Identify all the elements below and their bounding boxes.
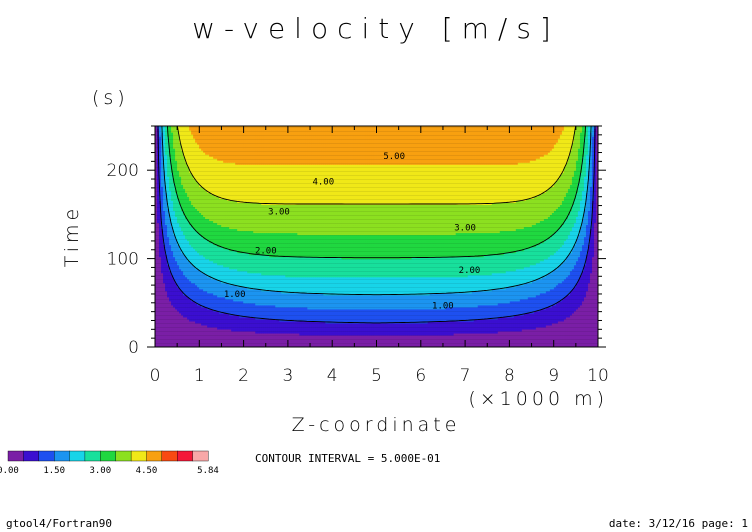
chart-title: w-velocity [m/s] xyxy=(192,12,560,45)
